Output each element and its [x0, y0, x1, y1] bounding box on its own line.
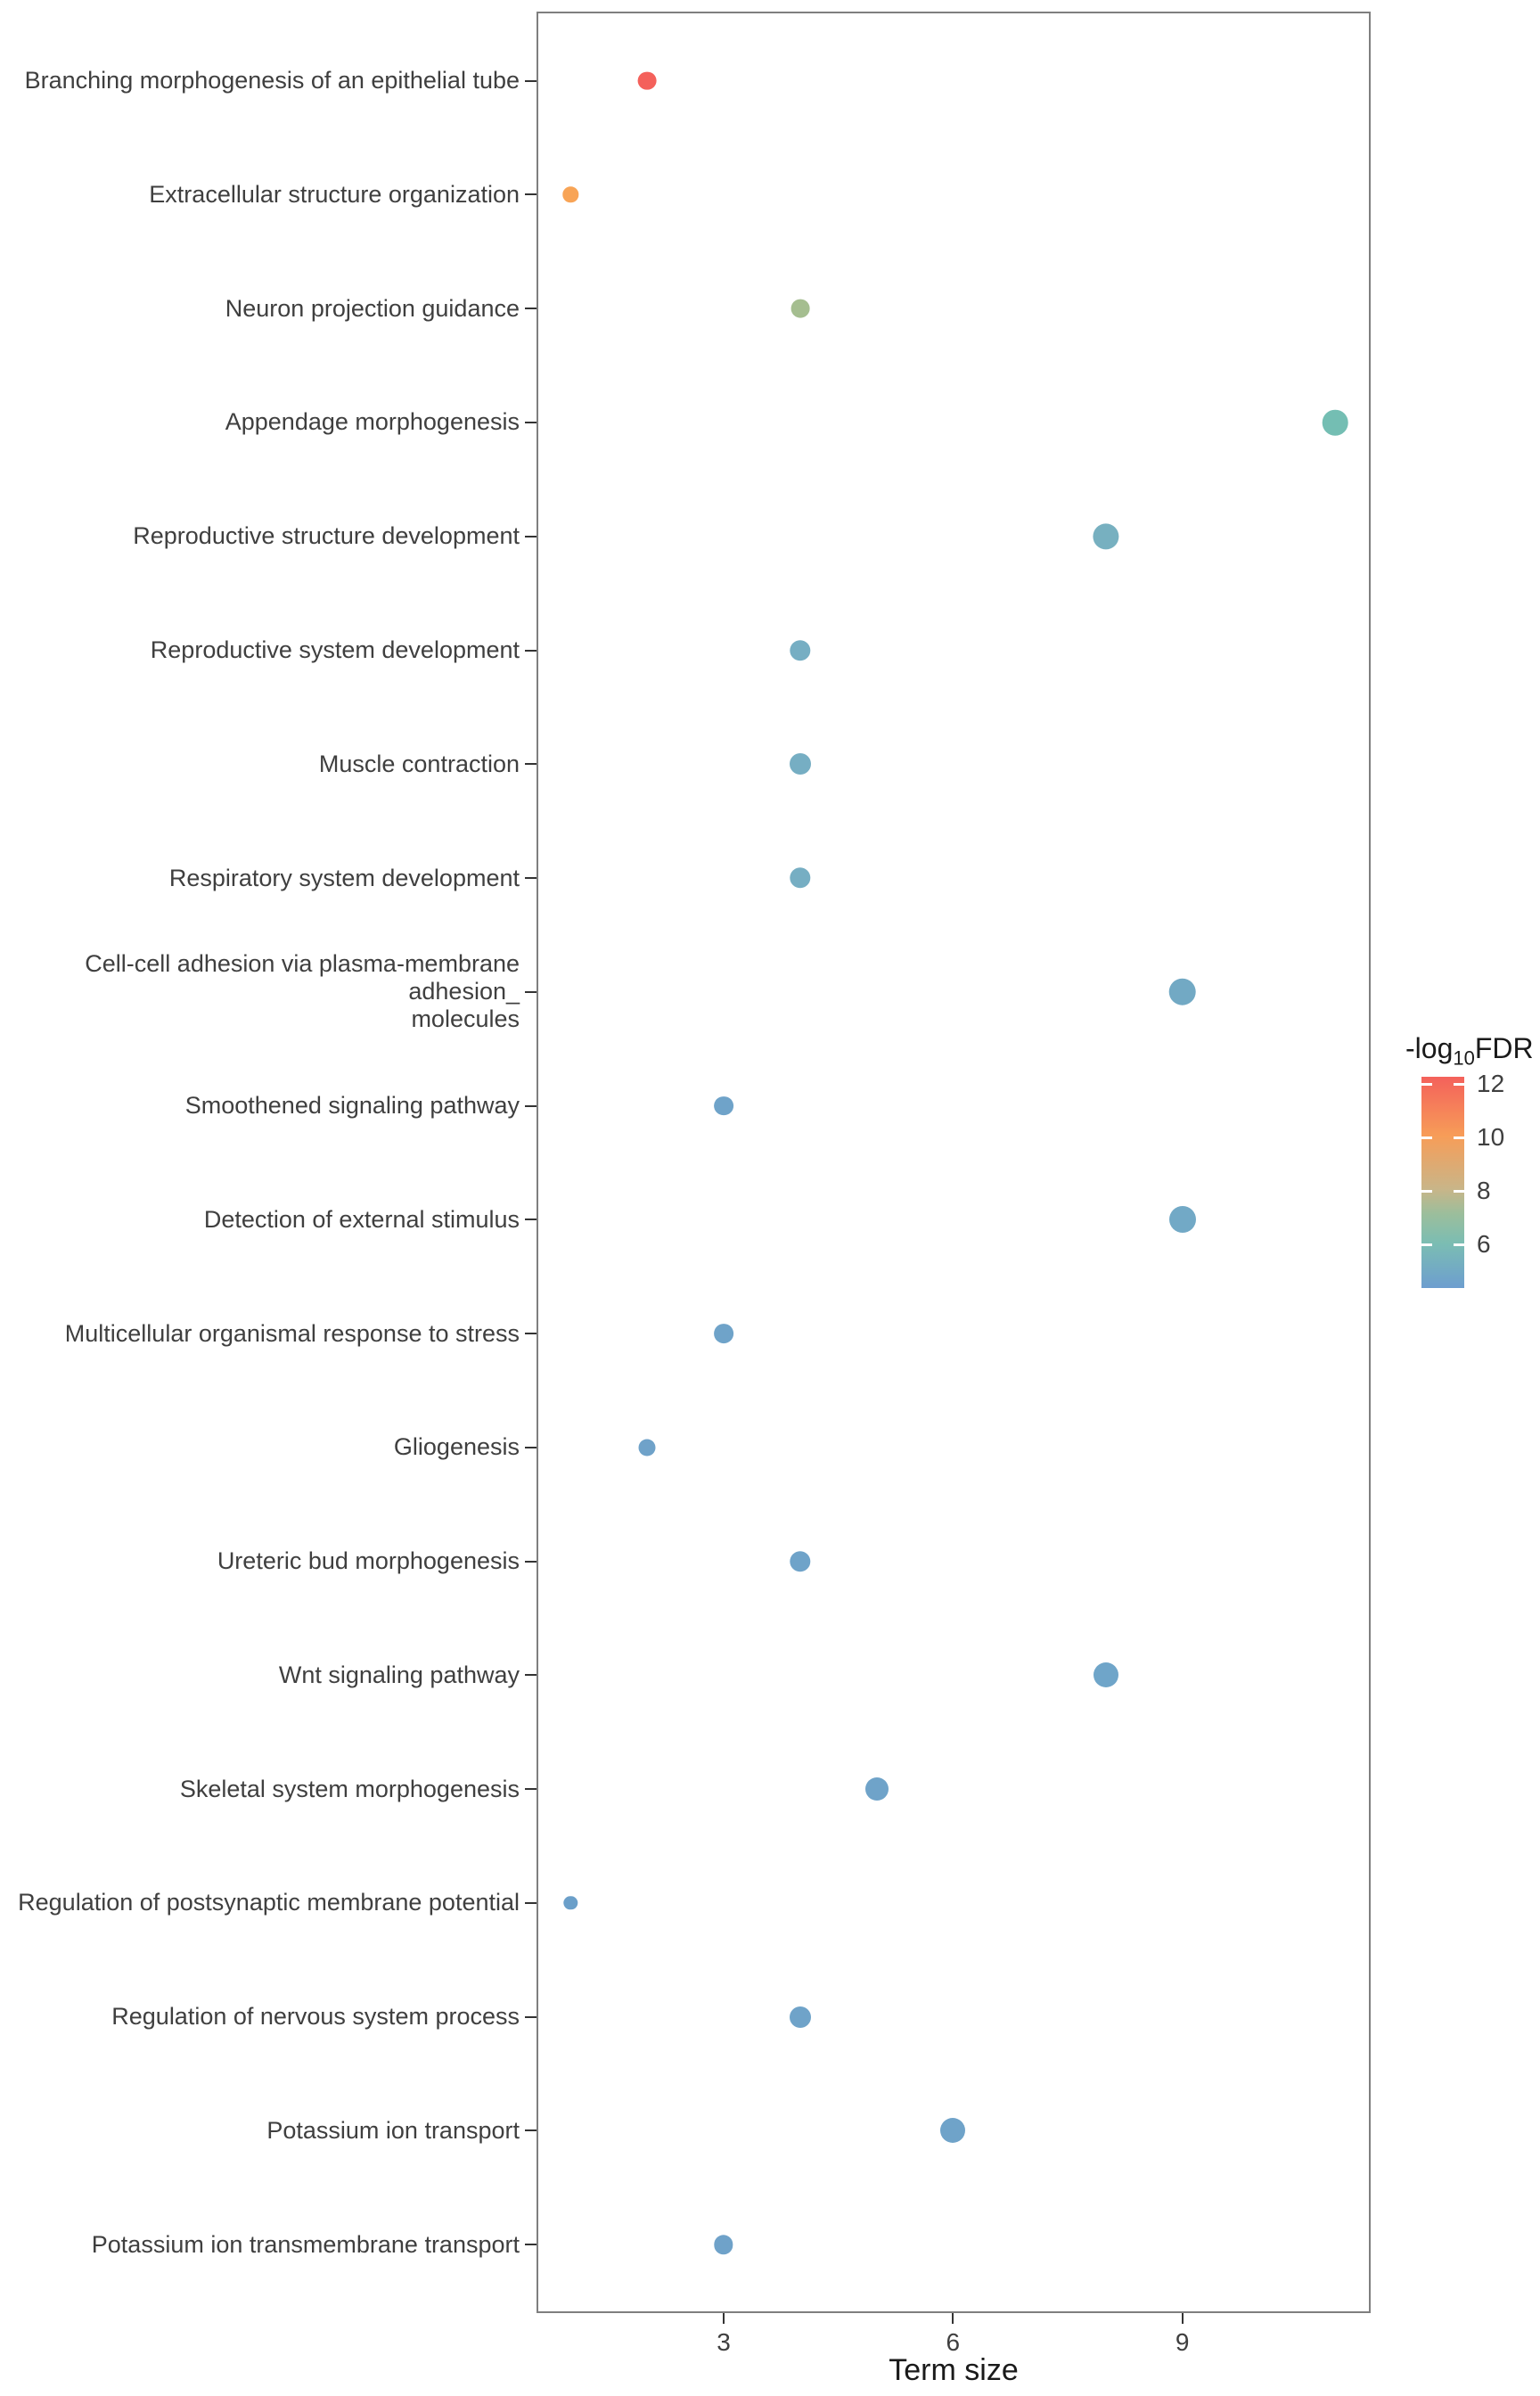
- y-axis-label: Extracellular structure organization: [149, 180, 520, 208]
- y-axis-label: Cell-cell adhesion via plasma-membrane a…: [85, 950, 520, 1033]
- y-axis-label: Reproductive structure development: [133, 522, 520, 550]
- y-axis-tick: [525, 1901, 537, 1904]
- x-axis-tick: [1181, 2313, 1184, 2324]
- y-axis-tick: [525, 79, 537, 82]
- y-axis-label: Skeletal system morphogenesis: [179, 1775, 520, 1802]
- y-axis-label: Smoothened signaling pathway: [184, 1092, 520, 1120]
- y-axis-label: Detection of external stimulus: [203, 1205, 520, 1233]
- legend-tick-label: 6: [1477, 1230, 1491, 1258]
- y-axis-label: Ureteric bud morphogenesis: [217, 1547, 520, 1575]
- legend-tick-label: 8: [1477, 1177, 1491, 1204]
- y-axis-tick: [525, 535, 537, 537]
- legend-tick: [1421, 1083, 1432, 1086]
- y-axis-label: Regulation of nervous system process: [111, 2003, 520, 2031]
- legend-tick: [1454, 1243, 1464, 1246]
- data-point: [790, 639, 811, 661]
- y-axis-tick: [525, 990, 537, 993]
- x-axis-tick: [723, 2313, 725, 2324]
- legend-colorbar: [1421, 1077, 1464, 1288]
- y-axis-label: Branching morphogenesis of an epithelial…: [24, 67, 520, 94]
- data-point: [714, 1095, 733, 1116]
- data-point: [1168, 1206, 1196, 1234]
- legend-tick: [1421, 1243, 1432, 1246]
- data-point: [1168, 978, 1196, 1006]
- y-axis-tick: [525, 2015, 537, 2018]
- legend-tick: [1421, 1190, 1432, 1193]
- y-axis-label: Appendage morphogenesis: [225, 408, 520, 436]
- data-point: [790, 1550, 811, 1572]
- data-point: [637, 71, 657, 91]
- plot-panel: [537, 12, 1371, 2313]
- y-axis-tick: [525, 877, 537, 880]
- data-point: [790, 299, 810, 318]
- legend-title-suffix: FDR: [1474, 1032, 1534, 1064]
- y-axis-tick: [525, 421, 537, 423]
- x-axis-tick-label: 6: [946, 2328, 961, 2356]
- y-axis-tick: [525, 1219, 537, 1221]
- data-point: [790, 867, 811, 889]
- y-axis-label: Regulation of postsynaptic membrane pote…: [18, 1889, 520, 1916]
- data-point: [940, 2118, 966, 2144]
- y-axis-tick: [525, 193, 537, 196]
- x-axis-tick-label: 3: [717, 2328, 731, 2356]
- data-point: [1093, 523, 1119, 550]
- y-axis-tick: [525, 1446, 537, 1448]
- data-point: [562, 186, 579, 203]
- data-point: [1322, 409, 1348, 436]
- y-axis-tick: [525, 763, 537, 766]
- y-axis-tick: [525, 2244, 537, 2246]
- y-axis-label: Gliogenesis: [393, 1433, 520, 1461]
- data-point: [1093, 1662, 1118, 1688]
- y-axis-label: Potassium ion transport: [266, 2116, 520, 2144]
- y-axis-label: Multicellular organismal response to str…: [64, 1319, 520, 1347]
- x-axis-title: Term size: [889, 2353, 1019, 2387]
- y-axis-tick: [525, 1104, 537, 1107]
- y-axis-label: Respiratory system development: [168, 864, 520, 891]
- y-axis-tick: [525, 1788, 537, 1791]
- y-axis-tick: [525, 1333, 537, 1335]
- legend-title-subscript: 10: [1453, 1046, 1475, 1070]
- legend-tick-label: 12: [1477, 1070, 1505, 1097]
- y-axis-tick: [525, 308, 537, 310]
- legend-tick: [1421, 1136, 1432, 1139]
- legend-tick-label: 10: [1477, 1123, 1505, 1151]
- y-axis-label: Wnt signaling pathway: [278, 1661, 520, 1688]
- y-axis-tick: [525, 2129, 537, 2132]
- legend-tick: [1454, 1136, 1464, 1139]
- x-axis-tick-label: 9: [1175, 2328, 1190, 2356]
- data-point: [864, 1777, 889, 1801]
- y-axis-label: Muscle contraction: [318, 750, 520, 777]
- data-point: [714, 2235, 733, 2254]
- y-axis-label: Potassium ion transmembrane transport: [91, 2230, 520, 2258]
- y-axis-label: Neuron projection guidance: [225, 294, 520, 322]
- y-axis-tick: [525, 1560, 537, 1563]
- data-point: [714, 1324, 733, 1344]
- data-point: [789, 753, 811, 775]
- y-axis-tick: [525, 1674, 537, 1677]
- y-axis-tick: [525, 649, 537, 652]
- data-point: [563, 1896, 578, 1910]
- legend-title-prefix: -log: [1405, 1032, 1454, 1064]
- data-point: [638, 1439, 656, 1456]
- legend-tick: [1454, 1190, 1464, 1193]
- y-axis-label: Reproductive system development: [150, 636, 520, 663]
- x-axis-tick: [952, 2313, 954, 2324]
- legend-tick: [1454, 1083, 1464, 1086]
- legend-title: -log10FDR: [1405, 1032, 1534, 1070]
- data-point: [789, 2006, 811, 2028]
